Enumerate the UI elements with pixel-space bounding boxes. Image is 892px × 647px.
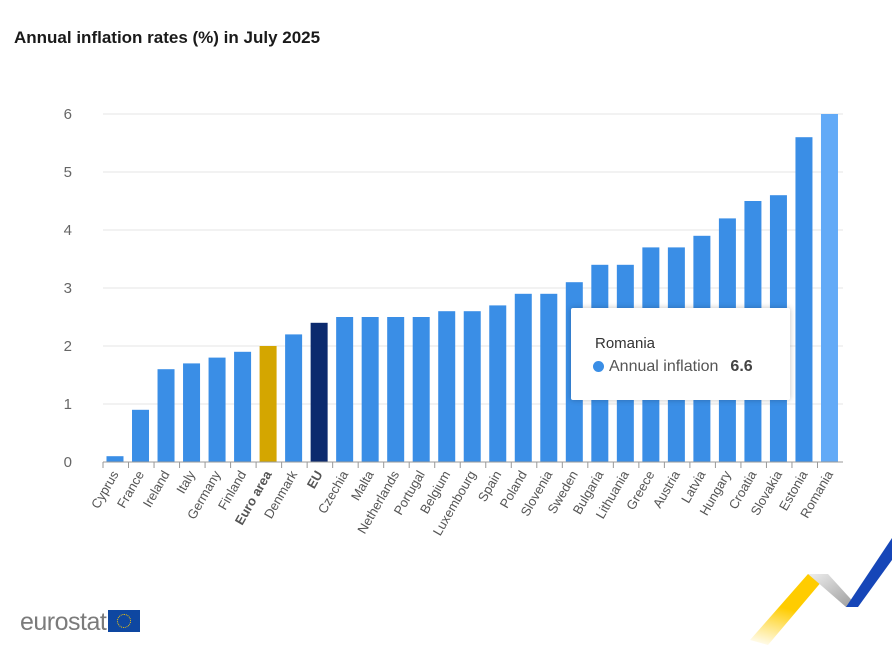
bar-ireland xyxy=(157,369,175,462)
bar-denmark xyxy=(285,334,303,462)
y-tick-label: 1 xyxy=(64,396,72,413)
y-tick-label: 5 xyxy=(64,164,72,181)
logo-text: eurostat xyxy=(20,608,107,636)
tooltip-row: Annual inflation 6.6 xyxy=(593,358,753,376)
tooltip-series-label: Annual inflation xyxy=(609,358,719,375)
x-tick-label: EU xyxy=(304,468,326,491)
bar-belgium xyxy=(438,311,456,462)
eu-flag-icon xyxy=(108,610,141,632)
bar-netherlands xyxy=(387,317,405,462)
bar-germany xyxy=(208,357,226,462)
y-tick-label: 2 xyxy=(64,338,72,355)
bar-euro-area xyxy=(259,346,277,462)
y-tick-label: 6 xyxy=(64,106,72,123)
bar-luxembourg xyxy=(463,311,481,462)
tooltip: Romania Annual inflation 6.6 xyxy=(571,308,790,400)
bar-portugal xyxy=(412,317,430,462)
tooltip-value: 6.6 xyxy=(730,358,753,375)
chart-title: Annual inflation rates (%) in July 2025 xyxy=(14,28,321,47)
x-tick-label: Austria xyxy=(650,467,684,510)
bar-slovenia xyxy=(540,293,558,462)
bar-poland xyxy=(514,293,532,462)
bar-italy xyxy=(183,363,201,462)
bar-finland xyxy=(234,351,252,462)
bar-france xyxy=(132,409,150,462)
bar-cyprus xyxy=(106,456,124,462)
eurostat-logo[interactable]: eurostat xyxy=(20,608,141,637)
y-tick-label: 4 xyxy=(64,222,72,239)
bar-estonia xyxy=(795,137,813,462)
bar-romania xyxy=(820,114,838,462)
tooltip-title: Romania xyxy=(595,335,656,352)
bar-czechia xyxy=(336,317,354,462)
y-tick-label: 3 xyxy=(64,280,72,297)
bar-eu xyxy=(310,322,328,462)
series-dot-icon xyxy=(593,361,604,372)
y-tick-label: 0 xyxy=(64,454,72,471)
bar-malta xyxy=(361,317,379,462)
x-tick-label: Italy xyxy=(173,468,198,497)
bar-spain xyxy=(489,305,507,462)
